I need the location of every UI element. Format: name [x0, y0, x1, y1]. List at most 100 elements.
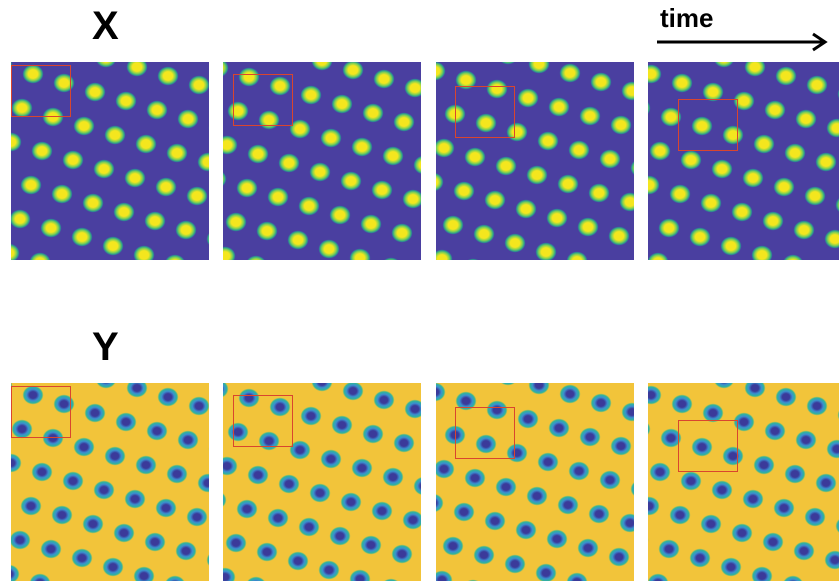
pattern-spot — [124, 168, 146, 188]
pattern-spot — [102, 236, 124, 256]
pattern-spot — [473, 545, 495, 565]
pattern-spot — [256, 221, 278, 241]
pattern-spot — [775, 387, 797, 407]
pattern-spot — [93, 480, 115, 500]
pattern-spot — [177, 430, 199, 450]
pattern-spot — [599, 470, 621, 490]
pattern-spot — [500, 383, 516, 386]
pattern-spot — [568, 461, 590, 481]
pattern-spot — [104, 446, 126, 466]
pattern-spot — [548, 97, 570, 117]
pattern-spot — [610, 115, 632, 135]
pattern-spot — [528, 62, 550, 74]
pattern-spot — [486, 79, 508, 99]
pattern-spot — [42, 107, 64, 127]
pattern-spot — [318, 239, 340, 259]
pattern-spot — [648, 252, 669, 260]
pattern-spot — [599, 149, 621, 169]
pattern-spot — [824, 550, 839, 570]
pattern-spot — [806, 75, 828, 95]
pattern-spot — [331, 415, 353, 435]
pattern-spot — [744, 62, 766, 77]
pattern-spot — [360, 535, 382, 555]
pattern-spot — [453, 502, 475, 522]
pattern-spot — [225, 533, 247, 553]
pattern-spot — [714, 62, 734, 68]
pattern-spot — [733, 91, 755, 111]
time-arrow-icon — [657, 32, 828, 52]
pattern-spot — [256, 542, 278, 562]
pattern-spot — [22, 64, 44, 84]
pattern-spot — [436, 62, 446, 81]
pattern-spot — [320, 128, 342, 148]
pattern-spot — [258, 431, 280, 451]
pattern-spot — [702, 403, 724, 423]
pattern-spot — [806, 396, 828, 416]
pattern-spot — [648, 537, 649, 543]
pattern-spot — [362, 103, 384, 123]
pattern-spot — [51, 184, 73, 204]
pattern-spot — [577, 538, 599, 558]
pattern-spot — [720, 236, 742, 256]
pattern-spot — [413, 476, 421, 496]
pattern-spot — [689, 227, 711, 247]
pattern-panel-x-t4 — [648, 62, 839, 260]
pattern-spot — [714, 383, 734, 389]
pattern-spot — [382, 467, 404, 487]
pattern-spot — [467, 579, 479, 581]
pattern-spot — [188, 396, 209, 416]
pattern-spot — [342, 62, 364, 80]
pattern-spot — [680, 150, 702, 170]
pattern-spot — [247, 576, 265, 581]
pattern-spot — [484, 511, 506, 531]
pattern-spot — [258, 110, 280, 130]
pattern-spot — [775, 66, 797, 86]
pattern-spot — [568, 140, 590, 160]
pattern-spot — [165, 575, 185, 581]
pattern-spot — [11, 132, 22, 152]
pattern-spot — [784, 143, 806, 163]
pattern-spot — [669, 505, 691, 525]
pattern-spot — [475, 113, 497, 133]
pattern-spot — [835, 197, 839, 213]
pattern-spot — [225, 212, 247, 232]
pattern-spot — [349, 569, 371, 581]
pattern-spot — [267, 508, 289, 528]
pattern-spot — [548, 418, 570, 438]
pattern-spot — [29, 573, 51, 581]
pattern-spot — [318, 560, 340, 580]
pattern-spot — [436, 172, 444, 192]
pattern-spot — [504, 233, 526, 253]
pattern-spot — [793, 541, 815, 561]
pattern-spot — [223, 567, 236, 581]
pattern-spot — [764, 100, 786, 120]
pattern-spot — [535, 563, 557, 581]
pattern-spot — [362, 424, 384, 444]
pattern-spot — [371, 501, 393, 521]
pattern-spot — [610, 436, 632, 456]
pattern-spot — [826, 118, 839, 138]
pattern-spot — [223, 456, 238, 476]
pattern-spot — [287, 230, 309, 250]
pattern-spot — [223, 135, 238, 155]
pattern-spot — [648, 496, 660, 516]
pattern-spot — [93, 159, 115, 179]
pattern-spot — [391, 223, 413, 243]
pattern-spot — [579, 427, 601, 447]
pattern-spot — [436, 493, 444, 513]
row-label-y: Y — [92, 325, 119, 369]
pattern-spot — [515, 520, 537, 540]
pattern-spot — [784, 464, 806, 484]
pattern-spot — [526, 165, 548, 185]
pattern-spot — [84, 82, 106, 102]
pattern-spot — [236, 178, 258, 198]
pattern-spot — [166, 143, 188, 163]
pattern-spot — [648, 175, 660, 195]
pattern-spot — [40, 539, 62, 559]
pattern-spot — [113, 523, 135, 543]
pattern-spot — [269, 76, 291, 96]
pattern-spot — [62, 150, 84, 170]
pattern-spot — [648, 101, 651, 115]
pattern-field — [648, 62, 839, 260]
pattern-spot — [464, 468, 486, 488]
